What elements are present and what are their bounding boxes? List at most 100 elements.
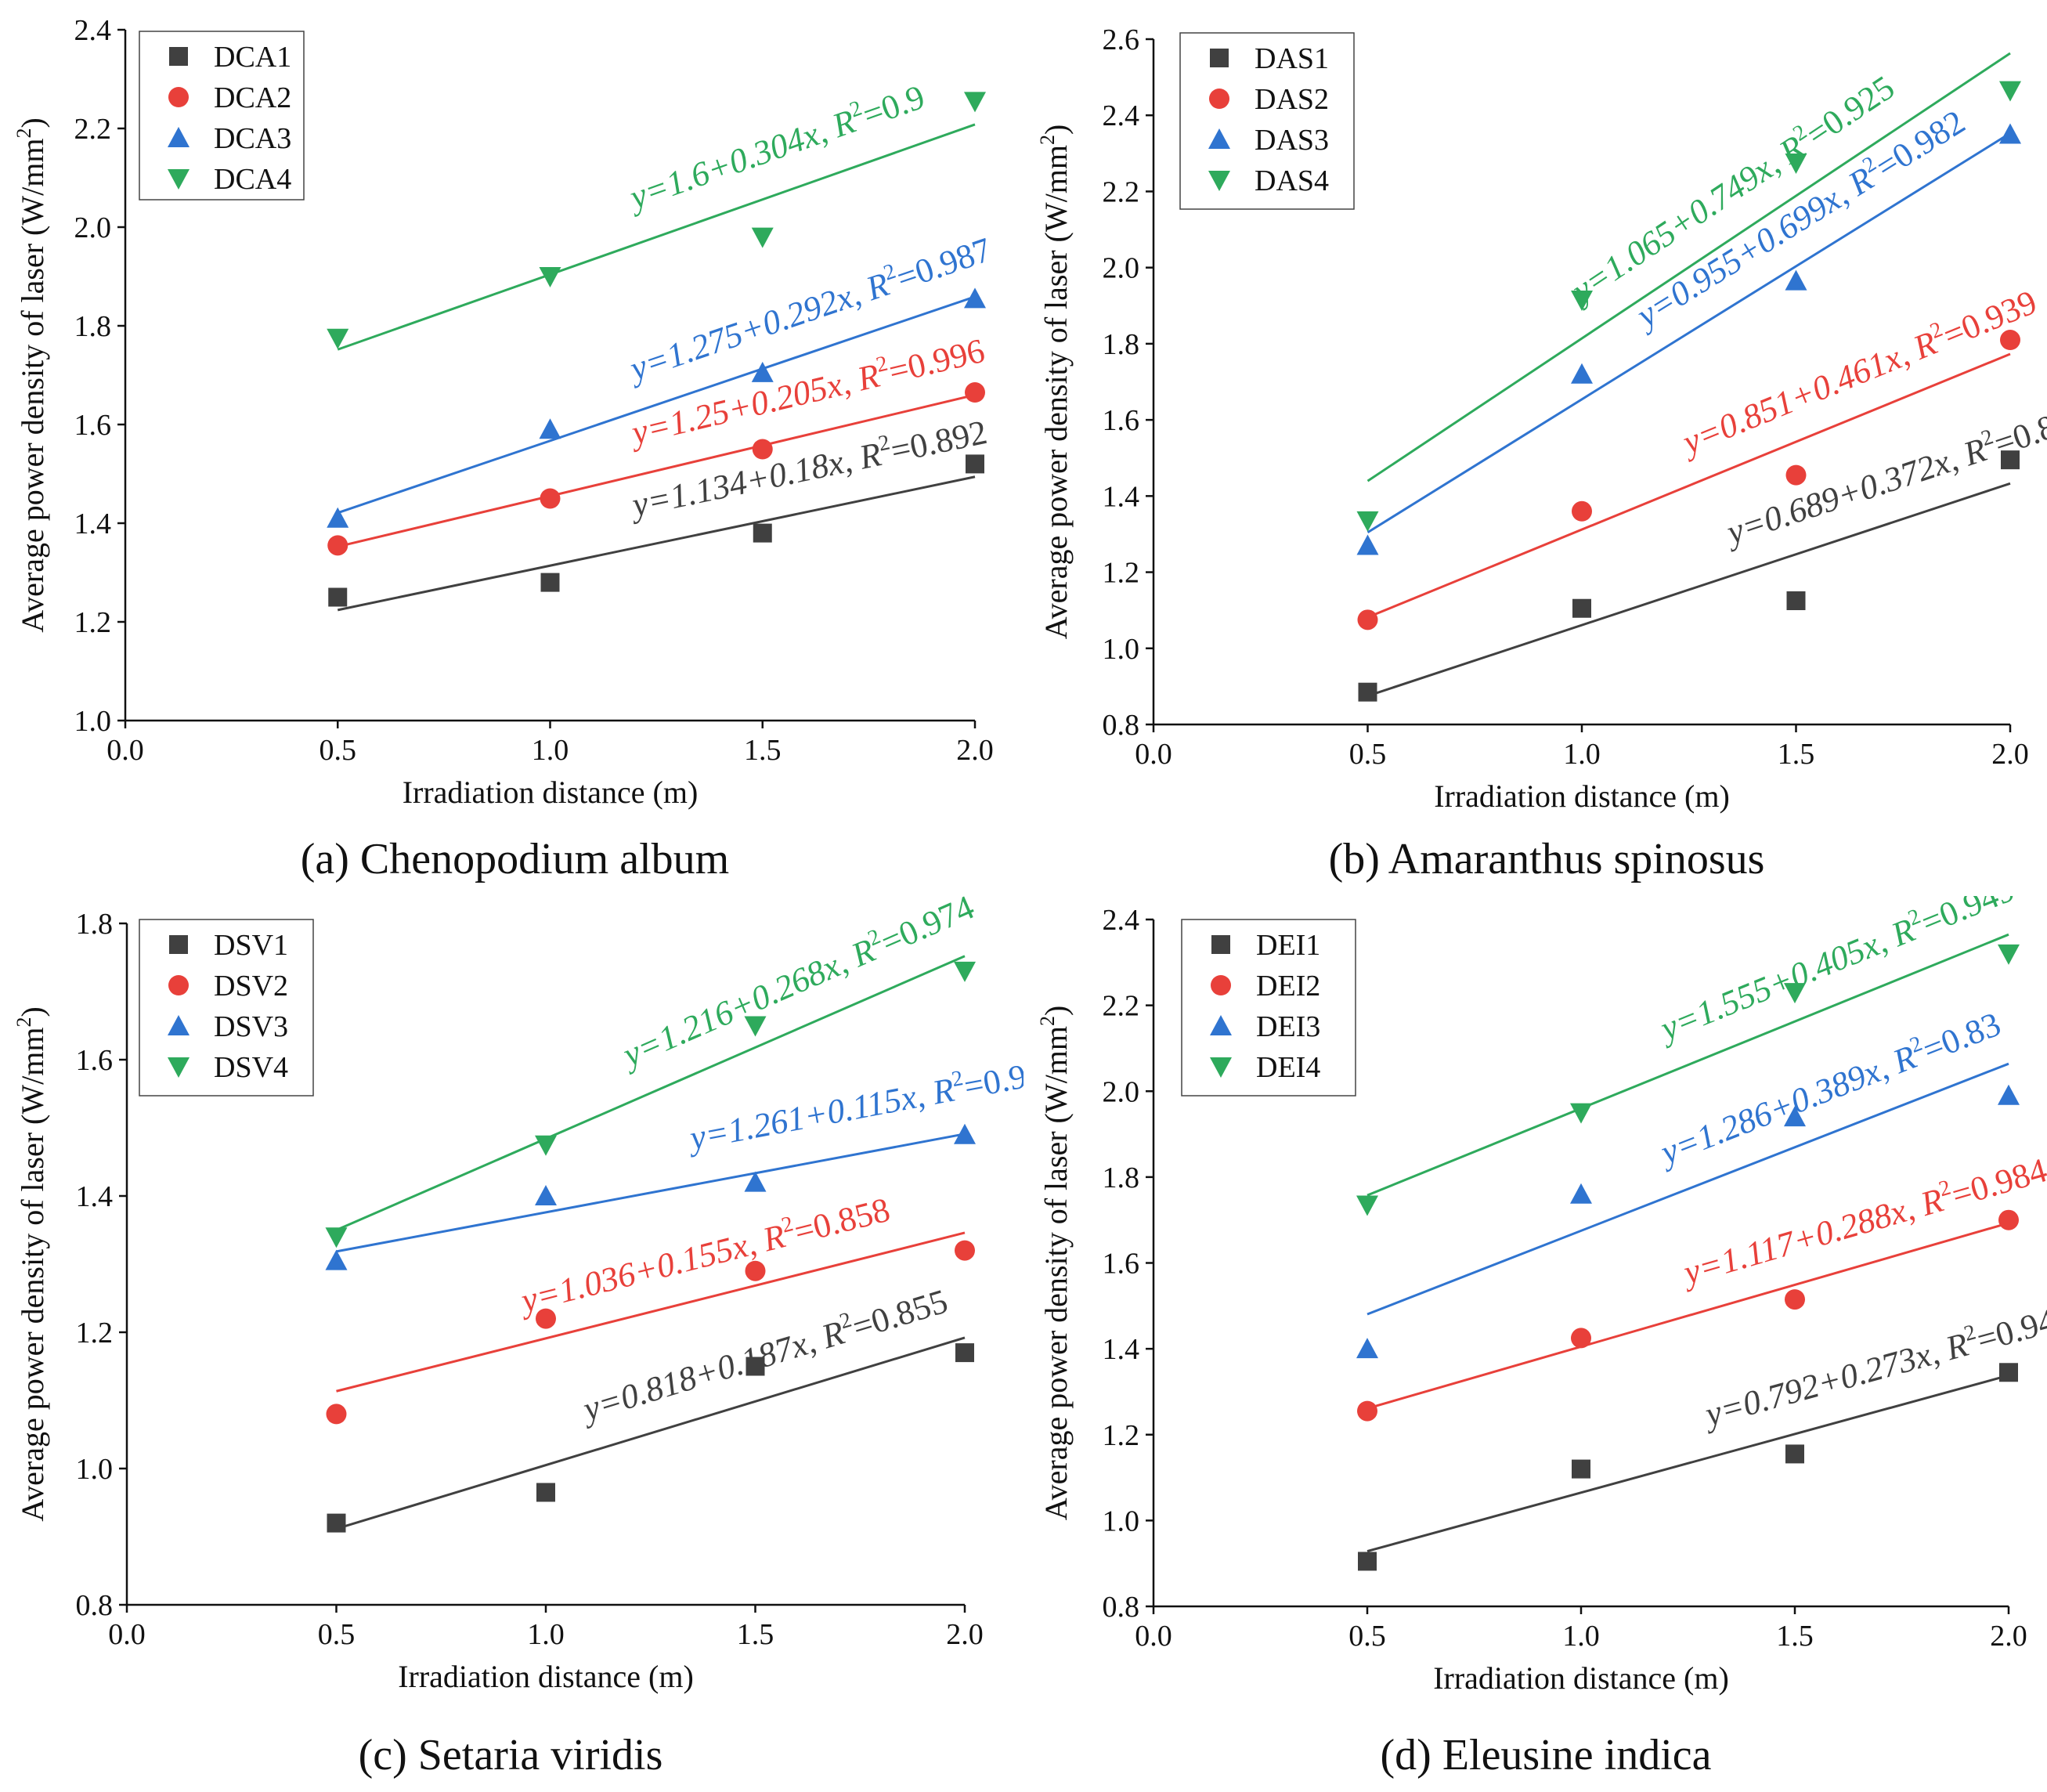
y-tick-label: 2.2	[74, 113, 112, 146]
x-tick-label: 0.0	[107, 734, 144, 767]
fit-line	[337, 475, 976, 612]
series-DEI1: y=0.792+0.273x, R2=0.943	[1358, 1297, 2047, 1571]
data-point	[1998, 1209, 2019, 1230]
panel-a: 0.0 0.5 1.0 1.5 2.0 1.0 1.2 1.4 1.6 1.8 2.0 2.2 2.4 I…	[0, 0, 1024, 896]
legend-marker	[1210, 1057, 1232, 1078]
legend-marker	[1209, 89, 1229, 109]
y-tick-label: 0.8	[1103, 1591, 1140, 1624]
data-point	[535, 1135, 557, 1156]
fit-line	[337, 393, 976, 548]
data-point	[1785, 1289, 1805, 1310]
legend-entry: DEI4	[1256, 1051, 1320, 1084]
data-point	[1570, 1183, 1592, 1204]
data-point	[2001, 450, 2020, 470]
data-point	[955, 1240, 975, 1261]
data-point	[1572, 1459, 1590, 1479]
data-point	[752, 439, 773, 460]
data-point	[1571, 290, 1593, 311]
data-point	[325, 1249, 348, 1270]
x-tick-label: 1.0	[1562, 1620, 1600, 1653]
x-axis-label: Irradiation distance (m)	[398, 1659, 694, 1694]
fit-line	[337, 123, 976, 351]
legend-marker	[168, 975, 189, 995]
x-tick-label: 1.0	[532, 734, 569, 767]
y-tick-label: 1.2	[74, 606, 112, 639]
fit-line	[1366, 1062, 2009, 1316]
y-tick-label: 2.2	[1103, 175, 1140, 208]
data-point	[1785, 269, 1807, 291]
fit-line	[1367, 482, 2011, 697]
data-point	[751, 361, 774, 382]
data-point	[536, 1483, 555, 1502]
fit-line	[1366, 933, 2009, 1197]
x-tick-label: 2.0	[1991, 738, 2029, 771]
x-tick-label: 1.5	[737, 1618, 774, 1651]
data-point	[1999, 123, 2021, 144]
data-point	[1357, 1400, 1377, 1422]
fit-equation: y=1.6+0.304x, R2=0.9	[621, 75, 930, 218]
x-axis-label: Irradiation distance (m)	[403, 775, 699, 810]
x-tick-label: 0.0	[1135, 1620, 1172, 1653]
data-point	[1784, 1106, 1806, 1127]
y-tick-label: 1.4	[76, 1180, 114, 1213]
legend-marker	[1210, 49, 1229, 67]
legend-box	[139, 31, 305, 201]
data-point	[1784, 983, 1806, 1004]
y-tick-label: 1.2	[1103, 557, 1140, 590]
y-axis-label: Average power density of laser (W/mm2)	[1036, 125, 1074, 640]
x-axis-label: Irradiation distance (m)	[1433, 1660, 1729, 1696]
x-tick-label: 2.0	[956, 734, 994, 767]
y-tick-label: 1.2	[1103, 1419, 1140, 1452]
y-tick-label: 1.0	[74, 705, 112, 738]
data-point	[1356, 534, 1379, 555]
y-tick-label: 0.8	[1103, 709, 1140, 742]
data-point	[954, 961, 976, 982]
y-tick-label: 1.6	[1103, 404, 1140, 437]
data-point	[1572, 598, 1591, 618]
fit-line	[336, 1231, 966, 1393]
x-tick-label: 2.0	[946, 1618, 984, 1651]
fit-line	[1366, 132, 2011, 534]
data-point	[536, 1308, 556, 1329]
fit-line	[1366, 352, 2011, 619]
chart-caption: (d) Eleusine indica	[1381, 1731, 1712, 1779]
data-point	[964, 287, 986, 309]
data-point	[955, 1343, 974, 1363]
panel-b: 0.0 0.5 1.0 1.5 2.0 0.8 1.0 1.2 1.4 1.6 1.8 2.0 2.2 2…	[1024, 0, 2047, 896]
data-point	[1785, 1444, 1804, 1464]
x-tick-label: 2.0	[1990, 1620, 2027, 1653]
y-tick-label: 2.6	[1103, 23, 1140, 56]
legend-marker	[1210, 1015, 1232, 1035]
chart-svg-a: 0.0 0.5 1.0 1.5 2.0 1.0 1.2 1.4 1.6 1.8 2.0 2.2 2.4 I…	[13, 14, 996, 883]
y-tick-label: 1.8	[1103, 328, 1140, 361]
legend-box	[139, 919, 314, 1097]
y-tick-label: 2.4	[74, 14, 112, 47]
legend: DAS1 DAS2 DAS3 DAS4	[1179, 32, 1355, 210]
y-tick-label: 1.0	[1103, 633, 1140, 666]
legend-entry: DCA2	[214, 81, 291, 114]
y-axis-label: Average power density of laser (W/mm2)	[13, 117, 50, 633]
x-tick-label: 0.5	[1348, 1620, 1386, 1653]
data-point	[1356, 1338, 1378, 1359]
data-point	[1570, 1103, 1592, 1124]
series-DEI3: y=1.286+0.389x, R2=0.83	[1356, 1005, 2020, 1359]
chart-root: 0.0 0.5 1.0 1.5 2.0 0.8 1.0 1.2 1.4 1.6 1.8 2.0 2.2 2…	[1036, 896, 2047, 1779]
y-axis-label: Average power density of laser (W/mm2)	[1036, 1006, 1074, 1521]
data-point	[1358, 1552, 1377, 1571]
y-tick-label: 1.8	[1103, 1162, 1140, 1194]
chart-root: 0.0 0.5 1.0 1.5 2.0 0.8 1.0 1.2 1.4 1.6 1.8 Irradia…	[13, 896, 1024, 1779]
legend-marker	[168, 1015, 190, 1035]
chart-root: 0.0 0.5 1.0 1.5 2.0 0.8 1.0 1.2 1.4 1.6 1.8 2.0 2.2 2…	[1036, 23, 2047, 883]
data-point	[540, 488, 561, 509]
x-tick-label: 0.0	[1135, 738, 1172, 771]
y-tick-label: 2.4	[1103, 904, 1140, 937]
data-point	[327, 535, 348, 556]
legend-entry: DSV2	[214, 970, 288, 1003]
fit-line	[336, 1336, 966, 1530]
y-tick-label: 1.6	[1103, 1248, 1140, 1281]
legend-entry: DCA1	[214, 41, 291, 74]
data-point	[2000, 330, 2020, 351]
legend-entry: DAS2	[1255, 83, 1329, 116]
fit-line	[1366, 1222, 2009, 1410]
legend-entry: DAS4	[1255, 164, 1329, 197]
